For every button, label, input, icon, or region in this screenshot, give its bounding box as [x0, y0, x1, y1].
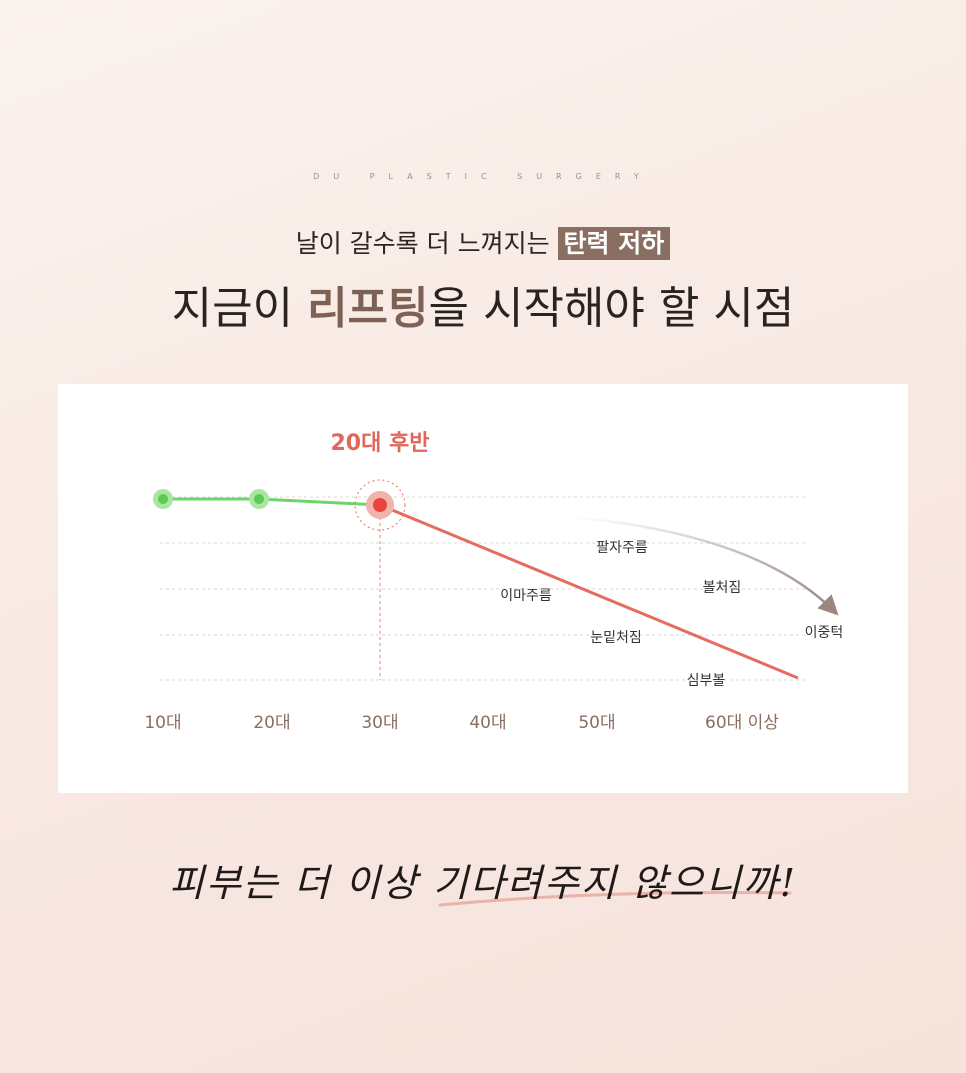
red-line [379, 503, 799, 680]
annotation: 팔자주름 [596, 540, 648, 556]
point [373, 498, 387, 512]
footer: 피부는 더 이상 기다려주지 않으니까! [169, 861, 797, 905]
x-label: 40대 [469, 713, 506, 733]
highlight: 탄력 저하 [557, 227, 671, 260]
text: 을 시작해야 할 시점 [428, 283, 795, 334]
x-label: 20대 [253, 713, 290, 733]
brand: DU PLASTIC SURGERY [313, 172, 653, 181]
annotation: 볼처짐 [703, 580, 742, 596]
headline-line1: 날이 갈수록 더 느껴지는 탄력 저하 [0, 224, 966, 260]
marker-label: 20대 후반 [331, 431, 430, 456]
x-label: 50대 [578, 713, 615, 733]
green-line [163, 497, 381, 507]
chart: 20대 후반 10대 20대 30대 40대 50대 60대 이상 팔자주름볼처짐이마주름눈… [144, 431, 844, 733]
annotation: 심부볼 [687, 673, 726, 689]
annotation: 눈밑처짐 [590, 630, 642, 646]
annotation: 이마주름 [500, 588, 552, 604]
x-label: 10대 [144, 713, 181, 733]
text: 날이 갈수록 더 느껴지는 [295, 229, 558, 258]
x-label: 30대 [361, 713, 398, 733]
trend-arrow [569, 515, 839, 616]
marker-ring [354, 479, 406, 531]
annotation: 이중턱 [805, 625, 844, 641]
text: 지금이 [171, 283, 308, 334]
headline-line2: 지금이 리프팅을 시작해야 할 시점 [0, 272, 966, 336]
highlight: 리프팅 [307, 283, 429, 334]
x-label: 60대 이상 [705, 713, 779, 733]
point [158, 494, 168, 504]
point [254, 494, 264, 504]
